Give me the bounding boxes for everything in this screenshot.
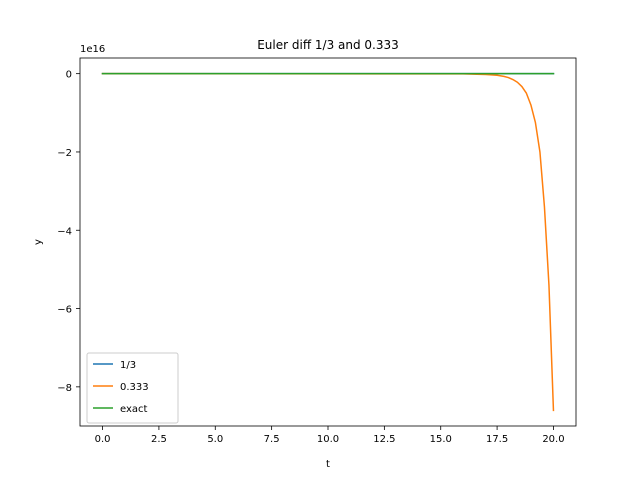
legend-box <box>86 352 179 424</box>
y-axis-label: y <box>33 239 44 245</box>
y-tick-label: 0 <box>66 70 72 81</box>
x-axis: 0.0 2.5 5.0 7.5 10.0 12.5 15.0 17.5 20.0 <box>95 426 565 445</box>
x-tick-label: 17.5 <box>486 434 508 445</box>
legend-entry-label: 1/3 <box>120 360 136 371</box>
series-line-1 <box>101 72 555 412</box>
y-axis: 0 −2 −4 −6 −8 <box>57 70 80 394</box>
x-tick-label: 12.5 <box>373 434 395 445</box>
legend: 1/3 0.333 exact <box>86 352 179 424</box>
x-tick-label: 2.5 <box>151 434 167 445</box>
legend-entry-label: 0.333 <box>120 382 149 393</box>
legend-entry-label: exact <box>120 404 148 415</box>
y-tick-label: −2 <box>57 148 72 159</box>
x-tick-label: 10.0 <box>317 434 339 445</box>
x-tick-label: 15.0 <box>430 434 452 445</box>
x-tick-label: 0.0 <box>95 434 111 445</box>
x-tick-label: 7.5 <box>264 434 280 445</box>
x-tick-label: 5.0 <box>207 434 223 445</box>
y-tick-label: −6 <box>57 305 72 316</box>
x-tick-label: 20.0 <box>542 434 564 445</box>
y-offset-label: 1e16 <box>80 44 105 55</box>
chart-title: Euler diff 1/3 and 0.333 <box>257 38 399 52</box>
y-tick-label: −4 <box>57 226 72 237</box>
y-tick-label: −8 <box>57 383 72 394</box>
x-axis-label: t <box>326 459 330 470</box>
plot-area <box>79 57 577 427</box>
